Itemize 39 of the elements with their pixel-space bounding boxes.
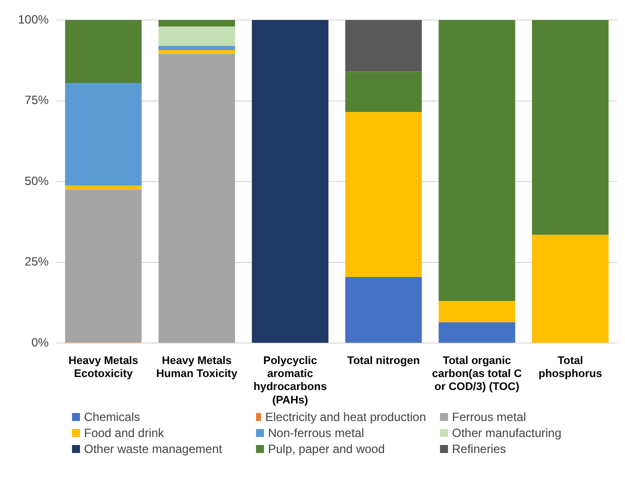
bar — [158, 50, 236, 54]
x-tick-label: Heavy Metals Human Toxicity — [156, 354, 238, 380]
bar — [345, 20, 422, 72]
legend-label: Other waste management — [84, 442, 222, 456]
bar — [158, 20, 236, 26]
legend-label: Non-ferrous metal — [268, 426, 364, 440]
y-tick-label: 0% — [31, 336, 50, 350]
legend-label: Other manufacturing — [452, 426, 562, 440]
bar — [65, 186, 142, 190]
bar — [345, 276, 422, 343]
bar — [158, 46, 236, 50]
x-tick-label: Heavy Metals Ecotoxicity — [68, 354, 138, 380]
x-tick-label: Total organic carbon(as total C or COD/3) (TOC) — [432, 354, 522, 394]
legend-label: Food and drink — [84, 426, 164, 440]
legend-label: Chemicals — [84, 410, 140, 424]
y-tick-label: 100% — [18, 12, 50, 26]
bar — [438, 20, 516, 302]
y-tick-label: 25% — [24, 254, 50, 269]
bar — [65, 83, 142, 186]
bar — [438, 301, 516, 322]
bar — [158, 26, 236, 46]
y-tick-label: 75% — [24, 93, 50, 108]
x-tick-label: Total phosphorus — [538, 354, 602, 380]
x-tick-label: Polycyclic aromatic hydrocarbons (PAHs) — [253, 354, 327, 406]
bar — [532, 234, 609, 343]
legend-label: Ferrous metal — [452, 410, 526, 424]
bar — [252, 20, 328, 343]
bar — [438, 322, 516, 343]
x-tick-label: Total nitrogen — [347, 354, 420, 367]
legend-label: Electricity and heat production — [265, 410, 426, 424]
bar — [532, 20, 609, 235]
legend-label: Refineries — [452, 442, 506, 456]
bar — [65, 20, 142, 84]
legend-label: Pulp, paper and wood — [268, 442, 385, 456]
bar — [158, 54, 236, 343]
bar — [345, 112, 422, 277]
y-tick-label: 50% — [24, 174, 50, 188]
bar — [345, 72, 422, 112]
bar — [65, 190, 142, 342]
